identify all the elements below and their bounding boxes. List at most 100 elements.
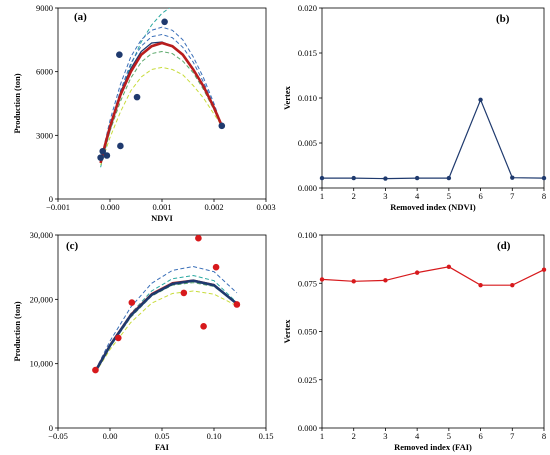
x-tick-label: 0.000 bbox=[100, 202, 119, 212]
data-point bbox=[319, 277, 325, 282]
data-point bbox=[128, 299, 136, 306]
y-axis-label: Vertex bbox=[282, 85, 292, 110]
x-tick-label: 8 bbox=[542, 191, 546, 201]
data-point bbox=[133, 93, 141, 101]
x-tick-label: 5 bbox=[447, 431, 451, 441]
data-point bbox=[446, 175, 452, 181]
x-tick-label: 3 bbox=[383, 431, 387, 441]
data-point bbox=[116, 51, 123, 58]
fit-curve bbox=[100, 66, 223, 166]
y-tick-label: 10,000 bbox=[30, 359, 53, 369]
x-tick-label: 6 bbox=[478, 431, 482, 441]
data-point bbox=[195, 234, 202, 242]
data-point bbox=[92, 366, 99, 374]
x-tick-label: 0.10 bbox=[207, 431, 222, 441]
plot-frame bbox=[321, 7, 545, 189]
x-tick-label: −0.001 bbox=[46, 202, 70, 212]
data-point bbox=[541, 267, 547, 272]
y-tick-label: 0 bbox=[49, 423, 53, 433]
data-point bbox=[161, 18, 168, 26]
data-point bbox=[319, 175, 325, 181]
panel-tag: (d) bbox=[497, 240, 511, 252]
y-tick-label: 0.015 bbox=[298, 48, 317, 58]
fit-curve bbox=[94, 290, 238, 373]
data-point bbox=[414, 175, 420, 181]
y-tick-label: 6000 bbox=[36, 67, 53, 77]
data-point bbox=[351, 175, 356, 181]
fit-curve bbox=[100, 8, 171, 168]
fit-curve bbox=[100, 50, 223, 164]
data-point bbox=[200, 323, 207, 330]
data-point bbox=[103, 152, 111, 159]
plot-frame bbox=[57, 7, 267, 200]
x-tick-label: 0.003 bbox=[256, 202, 275, 212]
y-tick-label: 20,000 bbox=[30, 294, 53, 304]
x-tick-label: 1 bbox=[320, 191, 324, 201]
panel-tag: (a) bbox=[74, 11, 87, 23]
x-tick-label: 0.00 bbox=[103, 431, 118, 441]
x-tick-label: 0.002 bbox=[204, 202, 223, 212]
x-tick-label: −0.05 bbox=[48, 431, 68, 441]
x-tick-label: 2 bbox=[352, 431, 356, 441]
y-tick-label: 0.000 bbox=[298, 423, 317, 433]
x-tick-label: 0.15 bbox=[259, 431, 274, 441]
data-point bbox=[180, 289, 188, 297]
y-tick-label: 3000 bbox=[36, 130, 53, 140]
panel-d: 1 2 3 4 5 6 7 8 0.000 0.025 0.050 0.075 0.100 Removed… bbox=[282, 230, 547, 452]
data-point bbox=[97, 154, 104, 161]
x-tick-label: 7 bbox=[510, 191, 514, 201]
y-axis-label: Production (ton) bbox=[12, 301, 22, 361]
y-tick-label: 0 bbox=[49, 194, 53, 204]
x-tick-label: 4 bbox=[415, 191, 420, 201]
x-tick-label: 7 bbox=[510, 431, 514, 441]
y-tick-label: 0.000 bbox=[298, 183, 317, 193]
x-tick-label: 3 bbox=[383, 191, 387, 201]
data-point bbox=[115, 334, 122, 342]
plot-frame bbox=[321, 234, 545, 429]
data-point bbox=[212, 263, 220, 271]
x-tick-label: 1 bbox=[320, 431, 324, 441]
x-axis-label: NDVI bbox=[151, 213, 173, 223]
fit-curve bbox=[94, 279, 238, 371]
data-point bbox=[510, 282, 515, 288]
fit-curve bbox=[99, 41, 223, 164]
panel-tag: (b) bbox=[496, 13, 510, 25]
data-point bbox=[351, 279, 356, 284]
fit-curve bbox=[94, 274, 238, 372]
data-point bbox=[383, 176, 388, 181]
plot-frame bbox=[57, 234, 267, 429]
panel-tag: (c) bbox=[66, 240, 79, 252]
y-tick-label: 0.025 bbox=[298, 375, 317, 385]
fit-curve bbox=[94, 279, 238, 373]
data-point bbox=[446, 264, 452, 270]
fit-curve bbox=[100, 33, 223, 161]
x-tick-label: 4 bbox=[415, 431, 420, 441]
data-point bbox=[233, 301, 241, 308]
data-point bbox=[383, 278, 388, 283]
data-point bbox=[99, 147, 107, 155]
data-point bbox=[478, 282, 483, 288]
panel-b: 1 2 3 4 5 6 7 8 0.000 0.005 0.010 0.015 0.020 Removed… bbox=[282, 3, 547, 212]
series-line bbox=[321, 266, 545, 286]
y-axis-label: Production (ton) bbox=[12, 73, 22, 133]
y-tick-label: 0.075 bbox=[298, 278, 317, 288]
panel-a: −0.001 0.000 0.001 0.002 0.003 0 3000 6000 9000 N… bbox=[12, 3, 276, 223]
panel-c: −0.05 0.00 0.05 0.10 0.15 0 10,000 20,000 30,000… bbox=[12, 230, 273, 452]
y-tick-label: 30,000 bbox=[30, 230, 53, 240]
x-tick-label: 5 bbox=[447, 191, 451, 201]
y-tick-label: 0.020 bbox=[298, 3, 317, 13]
x-tick-label: 2 bbox=[352, 191, 356, 201]
y-tick-label: 0.005 bbox=[298, 138, 317, 148]
x-tick-label: 0.001 bbox=[152, 202, 171, 212]
x-axis-label: Removed index (FAI) bbox=[394, 442, 472, 452]
y-tick-label: 9000 bbox=[36, 3, 53, 13]
data-point bbox=[414, 270, 420, 275]
y-tick-label: 0.100 bbox=[298, 230, 317, 240]
x-tick-label: 8 bbox=[542, 431, 546, 441]
data-point bbox=[117, 142, 124, 150]
series-line bbox=[322, 98, 545, 180]
y-tick-label: 0.050 bbox=[298, 327, 317, 337]
data-point bbox=[218, 122, 226, 130]
y-axis-label: Vertex bbox=[282, 319, 292, 344]
